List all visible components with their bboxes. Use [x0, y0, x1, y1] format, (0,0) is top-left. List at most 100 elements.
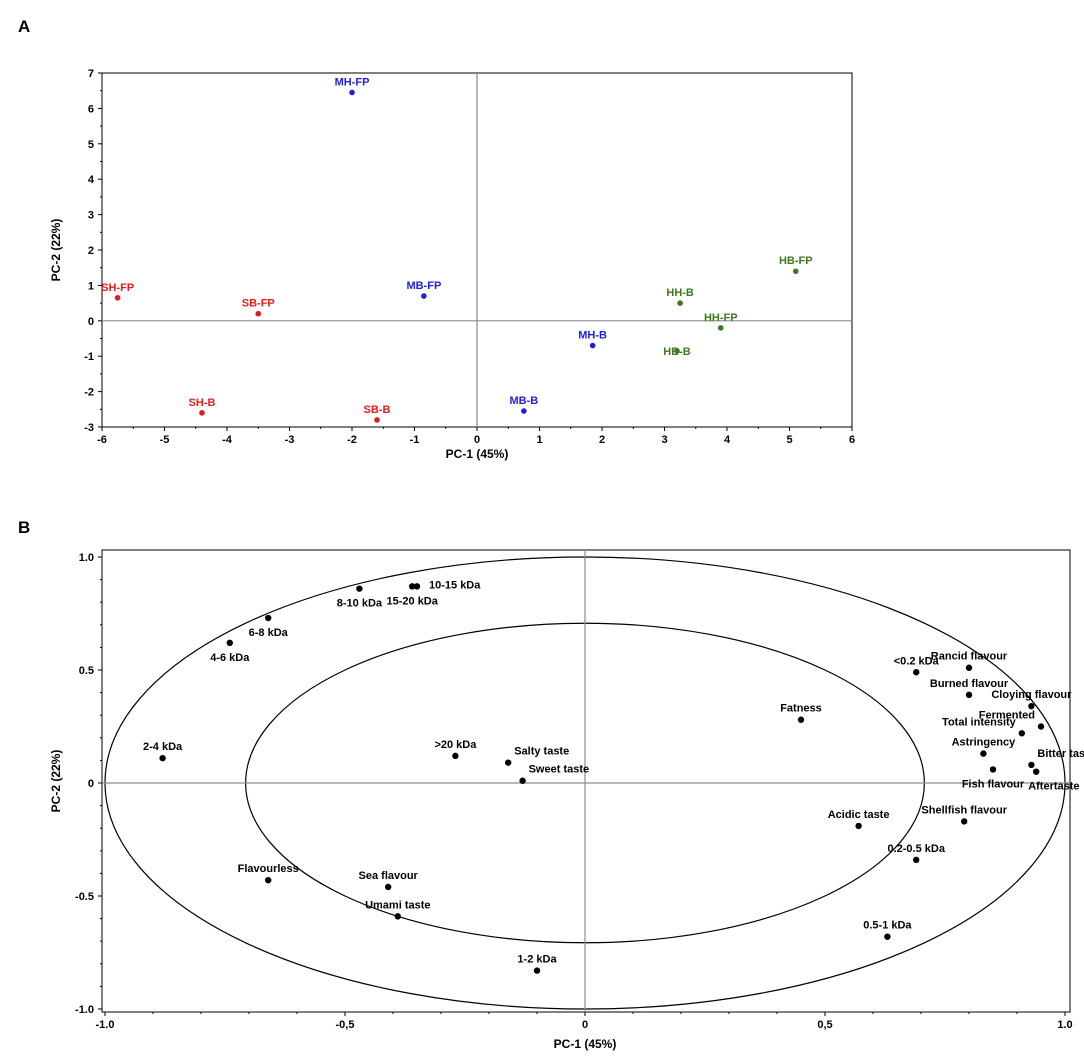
loading-point [505, 759, 512, 766]
x-tick-label: 0,5 [817, 1019, 832, 1031]
loading-label: <0.2 kDa [894, 655, 940, 667]
x-tick-label: 1 [536, 434, 542, 446]
y-tick-label: 7 [88, 68, 94, 80]
x-tick-label: 4 [724, 434, 731, 446]
point-label: HH-B [666, 287, 694, 299]
loading-label: Salty taste [514, 746, 569, 758]
loading-point [1033, 768, 1040, 775]
y-tick-label: -1.0 [75, 1004, 94, 1016]
loading-label: 15-20 kDa [387, 595, 439, 607]
panel-b-frame [101, 549, 1071, 1013]
loading-label: Shellfish flavour [921, 804, 1007, 816]
panel-a-ticks: -6 -5 -4 -3 -2 -1 0 1 2 3 4 5 6 -3 -2 -1 0 1 2 3 4 5 6 7 [84, 68, 855, 446]
loading-point [413, 583, 421, 590]
data-point [421, 293, 427, 299]
data-point [717, 325, 724, 331]
x-tick-label: -1.0 [96, 1019, 115, 1031]
loading-label: Fermented [979, 710, 1035, 722]
loading-label: 6-8 kDa [249, 627, 289, 639]
x-tick-label: 0 [582, 1019, 588, 1031]
loading-point [961, 818, 968, 825]
x-tick-label: -1 [410, 434, 420, 446]
y-tick-label: 2 [88, 245, 94, 257]
loading-point [965, 691, 973, 699]
loading-label: >20 kDa [434, 739, 477, 751]
loading-point [1028, 761, 1035, 769]
point-label: MH-FP [335, 76, 370, 88]
loading-point [989, 766, 997, 773]
loading-point [394, 913, 401, 920]
x-tick-label: -2 [347, 434, 357, 446]
loading-label: Sea flavour [359, 870, 419, 882]
point-label: MB-FP [406, 280, 441, 292]
y-tick-label: 3 [88, 210, 94, 222]
y-tick-label: 0 [88, 778, 94, 790]
loading-point [356, 585, 363, 592]
y-tick-label: 1.0 [79, 552, 94, 564]
loading-label: Cloying flavour [991, 689, 1072, 701]
y-tick-label: 0 [88, 316, 94, 328]
point-label: HH-FP [704, 312, 738, 324]
panel-a-points: MH-FP SH-FP SB-FP MB-FP SH-B SB-B MB-B MH-B HH-B… [101, 76, 813, 423]
loading-point [519, 777, 526, 784]
point-label: HB-FP [779, 255, 813, 267]
loading-label: Acidic taste [828, 809, 890, 821]
loading-point [884, 933, 891, 940]
loading-label: 1-2 kDa [517, 954, 557, 966]
loading-label: Fish flavour [962, 778, 1025, 790]
x-tick-label: 0 [474, 434, 480, 446]
panel-b-x-axis-title: PC-1 (45%) [554, 1037, 617, 1051]
loading-label: 4-6 kDa [210, 652, 250, 664]
data-point [255, 310, 262, 317]
loading-label: 8-10 kDa [337, 598, 383, 610]
loading-point [1018, 730, 1025, 737]
loading-point [913, 669, 920, 676]
loading-point [980, 750, 987, 757]
point-label: MB-B [510, 395, 539, 407]
loading-label: Aftertaste [1028, 781, 1079, 793]
y-tick-label: -2 [84, 387, 94, 399]
loading-point [265, 614, 272, 622]
data-point [199, 410, 205, 416]
point-label: SB-B [364, 404, 391, 416]
panel-b-ticks: -1.0 -0,5 0 0,5 1.0 -1.0 -0.5 0 0.5 1.0 [75, 552, 1073, 1031]
loading-point [226, 639, 233, 647]
loading-label: Burned flavour [930, 678, 1009, 690]
point-label: HB-B [663, 346, 691, 358]
x-tick-label: -3 [285, 434, 295, 446]
loading-point [1037, 723, 1045, 730]
panel-b-zero-lines [102, 550, 1070, 1012]
loading-label: Umami taste [365, 899, 430, 911]
loading-label: Flavourless [238, 863, 299, 875]
loading-point [452, 752, 459, 760]
loading-point [1028, 702, 1035, 710]
y-tick-label: 5 [88, 139, 94, 151]
y-tick-label: -3 [84, 422, 94, 434]
loading-point [159, 754, 166, 762]
loading-label: 10-15 kDa [429, 579, 481, 591]
x-tick-label: -5 [160, 434, 170, 446]
loading-label: 0.2-0.5 kDa [887, 843, 945, 855]
loading-point [965, 664, 973, 671]
panel-b-letter: B [18, 518, 30, 537]
y-tick-label: -1 [84, 351, 94, 363]
loading-label: Bitter taste [1037, 748, 1084, 760]
panel-a-y-axis-title: PC-2 (22%) [49, 219, 63, 282]
x-tick-label: 2 [599, 434, 605, 446]
loading-point [265, 876, 272, 884]
y-tick-label: 4 [88, 174, 95, 186]
x-tick-label: 5 [786, 434, 792, 446]
panel-a-letter: A [18, 17, 30, 36]
data-point [677, 300, 683, 306]
x-tick-label: 1.0 [1057, 1019, 1072, 1031]
data-point [674, 348, 680, 354]
x-tick-label: 3 [661, 434, 667, 446]
loading-label: 2-4 kDa [143, 741, 183, 753]
x-tick-label: -4 [222, 434, 233, 446]
loading-point [533, 967, 541, 974]
panel-b-points: 10-15 kDa 8-10 kDa 15-20 kDa 6-8 kDa 4-6 kDa… [143, 579, 1084, 974]
x-tick-label: 6 [849, 434, 855, 446]
loading-label: Rancid flavour [931, 651, 1008, 663]
data-point [349, 89, 355, 96]
data-point [792, 268, 799, 275]
